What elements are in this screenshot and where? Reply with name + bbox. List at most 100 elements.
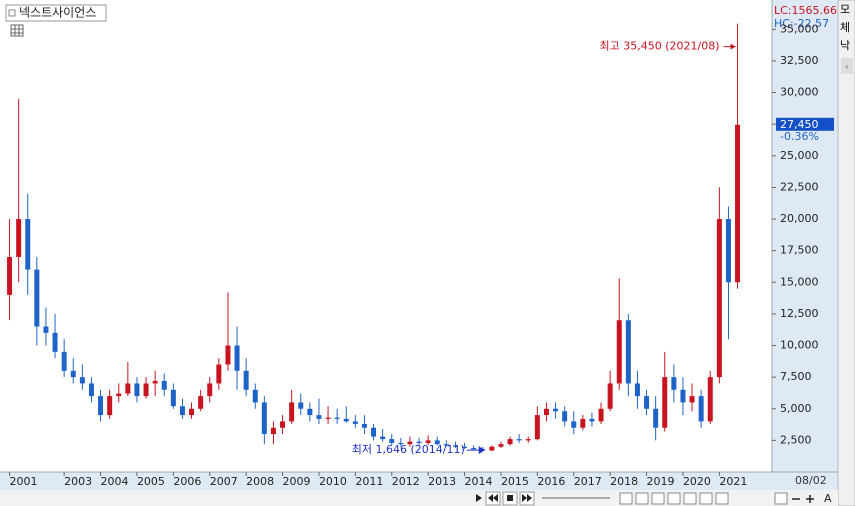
candle-body — [653, 408, 659, 428]
last-date: 08/02 — [795, 474, 827, 487]
x-tick-label: 2012 — [392, 475, 420, 488]
y-tick-label: 15,000 — [780, 275, 819, 288]
candle-body — [179, 406, 185, 416]
x-tick-label: 2010 — [319, 475, 347, 488]
candle-body — [689, 396, 695, 403]
candle-body — [170, 389, 176, 407]
y-tick-label: 30,000 — [780, 86, 819, 99]
candle-body — [134, 383, 140, 397]
candle-body — [25, 219, 31, 270]
candle-body — [462, 446, 468, 448]
candle-body — [198, 396, 204, 409]
y-tick-label: 22,500 — [780, 180, 819, 193]
candle-body — [34, 269, 40, 327]
candle-body — [207, 383, 213, 397]
candle-body — [398, 442, 404, 445]
tool-button[interactable] — [683, 492, 697, 505]
play-button[interactable] — [476, 494, 482, 502]
candle-body — [252, 389, 258, 403]
tool-button[interactable] — [715, 492, 729, 505]
side-panel — [837, 0, 855, 506]
candle-body — [416, 441, 422, 443]
candle-body — [343, 418, 349, 422]
title-icon — [8, 9, 16, 17]
candle-body — [525, 439, 531, 441]
panel-text: 낙 — [840, 39, 850, 52]
candle-body — [607, 383, 613, 409]
candle-body — [498, 444, 504, 447]
candle-body — [425, 440, 431, 443]
candle-body — [434, 440, 440, 445]
candle-body — [107, 396, 113, 416]
candle-body — [261, 402, 267, 435]
x-axis-area — [0, 472, 838, 490]
tool-button[interactable] — [667, 492, 681, 505]
title-box[interactable] — [5, 4, 107, 22]
candle-body — [352, 421, 358, 424]
candle-body — [243, 370, 249, 390]
candle-body — [16, 219, 22, 257]
candle-body — [143, 383, 149, 397]
x-tick-label: 2015 — [501, 475, 529, 488]
x-tick-label: 2021 — [719, 475, 747, 488]
x-tick-label: 2020 — [683, 475, 711, 488]
lc-label: LC:1565.66 — [774, 4, 837, 17]
candle-body — [735, 124, 741, 283]
x-tick-label: 2006 — [173, 475, 201, 488]
x-tick-label: 2003 — [64, 475, 92, 488]
zoom-in[interactable] — [806, 495, 814, 503]
candle-body — [589, 418, 595, 422]
candle-body — [443, 444, 449, 446]
panel-toggle[interactable] — [841, 58, 853, 74]
y-tick-label: 35,000 — [780, 22, 819, 35]
candle-body — [616, 320, 622, 384]
candle-body — [334, 417, 340, 419]
y-tick-label: 2,500 — [780, 433, 812, 446]
candle-body — [298, 402, 304, 409]
candle-body — [471, 447, 477, 450]
candle-body — [407, 441, 413, 445]
y-tick-label: 17,500 — [780, 244, 819, 257]
candle-body — [662, 377, 668, 428]
x-tick-label: 2001 — [10, 475, 38, 488]
candle-body — [7, 256, 13, 295]
x-tick-label: 2007 — [210, 475, 238, 488]
candle-body — [580, 418, 586, 428]
x-tick-label: 2005 — [137, 475, 165, 488]
x-tick-label: 2017 — [574, 475, 602, 488]
candle-body — [116, 393, 122, 397]
candle-body — [280, 421, 286, 428]
x-tick-label: 2016 — [537, 475, 565, 488]
candle-body — [553, 408, 559, 412]
panel-arrow: ‹ — [845, 63, 849, 73]
min-annotation: 최저 1,646 (2014/11) — [352, 443, 465, 456]
y-tick-label: 32,500 — [780, 54, 819, 67]
candle-body — [152, 380, 158, 384]
x-tick-label: 2008 — [246, 475, 274, 488]
y-tick-label: 12,500 — [780, 307, 819, 320]
max-arrowhead — [730, 43, 736, 50]
candle-body — [289, 402, 295, 422]
tool-button[interactable] — [774, 492, 788, 505]
candle-body — [125, 383, 131, 394]
hc-label: HC:-22.57 — [774, 17, 829, 30]
stop-icon — [507, 495, 513, 501]
grid-button[interactable] — [10, 24, 24, 37]
tool-button[interactable] — [619, 492, 633, 505]
candle-body — [234, 345, 240, 371]
candle-body — [516, 439, 522, 441]
candle-body — [380, 436, 386, 440]
candle-body — [189, 408, 195, 416]
candle-body — [571, 421, 577, 428]
tool-button[interactable] — [651, 492, 665, 505]
last-price: 27,450 — [780, 118, 819, 131]
last-price-box — [776, 117, 834, 131]
tool-button[interactable] — [635, 492, 649, 505]
x-tick-label: 2011 — [355, 475, 383, 488]
panel-text: 체 — [840, 21, 850, 34]
y-tick-label: 7,500 — [780, 370, 812, 383]
font-button[interactable]: A — [824, 492, 832, 505]
tool-button[interactable] — [699, 492, 713, 505]
